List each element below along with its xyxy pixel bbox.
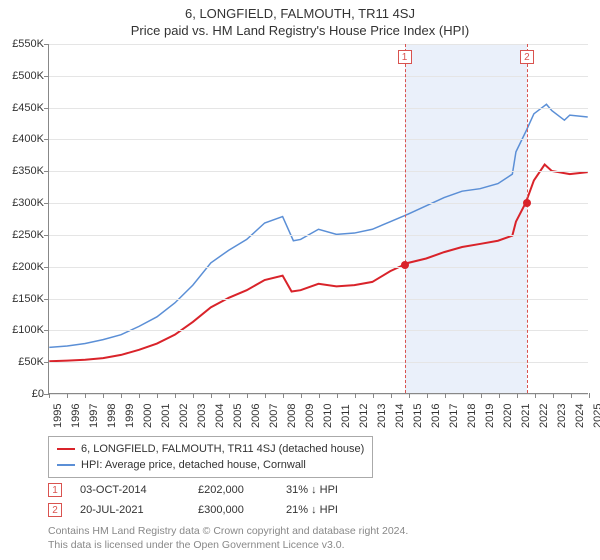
transaction-point (401, 261, 409, 269)
transaction-line (527, 44, 528, 393)
plot-area: 12 (48, 44, 588, 394)
x-axis-label: 2023 (556, 404, 568, 428)
legend-item-hpi: HPI: Average price, detached house, Corn… (57, 457, 364, 473)
series-hpi (49, 104, 587, 347)
x-axis-label: 2018 (466, 404, 478, 428)
x-axis-label: 2016 (430, 404, 442, 428)
transaction-marker: 1 (398, 50, 412, 64)
transaction-row: 1 03-OCT-2014 £202,000 31% ↓ HPI (48, 480, 366, 500)
x-axis-label: 2014 (394, 404, 406, 428)
y-axis-label: £250K (0, 229, 44, 241)
transaction-diff: 21% ↓ HPI (286, 504, 366, 516)
series-price_paid (49, 165, 587, 362)
x-axis-label: 1999 (124, 404, 136, 428)
x-axis-label: 2004 (214, 404, 226, 428)
y-axis-label: £550K (0, 38, 44, 50)
x-axis-label: 2002 (178, 404, 190, 428)
transaction-line (405, 44, 406, 393)
transaction-row: 2 20-JUL-2021 £300,000 21% ↓ HPI (48, 500, 366, 520)
transaction-table: 1 03-OCT-2014 £202,000 31% ↓ HPI 2 20-JU… (48, 480, 366, 520)
x-axis-label: 2011 (340, 404, 352, 428)
transaction-marker: 2 (520, 50, 534, 64)
legend-swatch (57, 464, 75, 466)
transaction-marker: 2 (48, 503, 62, 517)
x-axis-label: 2021 (520, 404, 532, 428)
line-chart-svg (49, 44, 588, 393)
legend-label: HPI: Average price, detached house, Corn… (81, 459, 306, 471)
x-axis-label: 2013 (376, 404, 388, 428)
x-axis-label: 2024 (574, 404, 586, 428)
y-axis-label: £300K (0, 197, 44, 209)
x-axis-label: 2000 (142, 404, 154, 428)
legend: 6, LONGFIELD, FALMOUTH, TR11 4SJ (detach… (48, 436, 373, 478)
x-axis-label: 2009 (304, 404, 316, 428)
x-axis-label: 2008 (286, 404, 298, 428)
x-axis-label: 2003 (196, 404, 208, 428)
chart-subtitle: Price paid vs. HM Land Registry's House … (0, 21, 600, 38)
transaction-date: 20-JUL-2021 (80, 504, 180, 516)
transaction-price: £300,000 (198, 504, 268, 516)
transaction-point (523, 199, 531, 207)
y-axis-label: £450K (0, 102, 44, 114)
x-axis-label: 2022 (538, 404, 550, 428)
transaction-diff: 31% ↓ HPI (286, 484, 366, 496)
x-axis-label: 2017 (448, 404, 460, 428)
legend-item-price-paid: 6, LONGFIELD, FALMOUTH, TR11 4SJ (detach… (57, 441, 364, 457)
chart-title: 6, LONGFIELD, FALMOUTH, TR11 4SJ (0, 0, 600, 21)
x-axis-label: 2020 (502, 404, 514, 428)
y-axis-label: £500K (0, 70, 44, 82)
x-axis-label: 2007 (268, 404, 280, 428)
transaction-marker: 1 (48, 483, 62, 497)
y-axis-label: £350K (0, 165, 44, 177)
x-axis-label: 1997 (88, 404, 100, 428)
y-axis-label: £150K (0, 293, 44, 305)
x-axis-label: 1996 (70, 404, 82, 428)
x-axis-label: 2019 (484, 404, 496, 428)
y-axis-label: £100K (0, 324, 44, 336)
y-axis-label: £200K (0, 261, 44, 273)
x-axis-label: 1995 (52, 404, 64, 428)
footer-line-1: Contains HM Land Registry data © Crown c… (48, 524, 408, 538)
x-axis-label: 2010 (322, 404, 334, 428)
legend-label: 6, LONGFIELD, FALMOUTH, TR11 4SJ (detach… (81, 443, 364, 455)
x-axis-label: 1998 (106, 404, 118, 428)
y-axis-label: £400K (0, 133, 44, 145)
x-axis-label: 2001 (160, 404, 172, 428)
legend-swatch (57, 448, 75, 450)
transaction-price: £202,000 (198, 484, 268, 496)
footer-attribution: Contains HM Land Registry data © Crown c… (48, 524, 408, 552)
x-axis-label: 2025 (592, 404, 600, 428)
x-axis-label: 2012 (358, 404, 370, 428)
x-axis-label: 2015 (412, 404, 424, 428)
x-axis-label: 2006 (250, 404, 262, 428)
y-axis-label: £0 (0, 388, 44, 400)
footer-line-2: This data is licensed under the Open Gov… (48, 538, 408, 552)
y-axis-label: £50K (0, 356, 44, 368)
x-axis-label: 2005 (232, 404, 244, 428)
transaction-date: 03-OCT-2014 (80, 484, 180, 496)
